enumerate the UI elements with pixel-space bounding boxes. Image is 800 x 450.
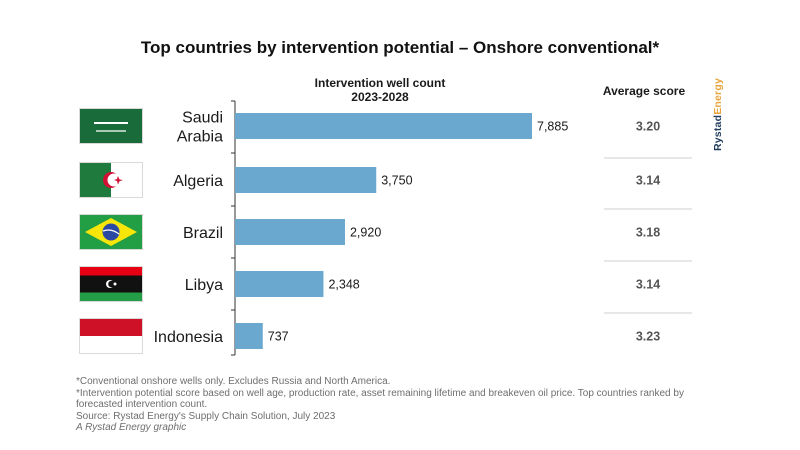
value-label-libya: 2,348: [328, 278, 359, 292]
chart-title: Top countries by intervention potential …: [140, 38, 660, 57]
libya-flag-star: [113, 282, 117, 286]
category-label-libya: Libya: [185, 277, 223, 294]
series-header-line1: Intervention well count: [314, 76, 446, 90]
indonesia-flag-white: [80, 336, 142, 353]
score-algeria: 3.14: [636, 174, 660, 188]
score-brazil: 3.18: [636, 226, 660, 240]
libya-flag-red: [80, 267, 142, 276]
libya-flag-green: [80, 292, 142, 301]
bar-indonesia: [235, 323, 263, 349]
source-note: Source: Rystad Energy's Supply Chain Sol…: [76, 410, 336, 422]
score-header: Average score: [602, 84, 686, 98]
algeria-flag-star: [114, 176, 123, 185]
footnote-2: *Intervention potential score based on w…: [76, 387, 684, 411]
score-saudi-arabia: 3.20: [636, 120, 660, 134]
bar-algeria: [235, 167, 377, 193]
category-label-saudi-arabia-line1: Saudi: [182, 110, 223, 127]
value-label-saudi-arabia: 7,885: [537, 120, 568, 134]
bar-saudi-arabia: [235, 113, 532, 139]
score-indonesia: 3.23: [636, 330, 660, 344]
brazil-flag-band: [102, 229, 120, 235]
category-label-brazil: Brazil: [183, 225, 223, 242]
value-label-algeria: 3,750: [381, 174, 412, 188]
bar-libya: [235, 271, 324, 297]
bar-brazil: [235, 219, 345, 245]
footnotes: *Conventional onshore wells only. Exclud…: [76, 376, 716, 434]
value-label-brazil: 2,920: [350, 226, 381, 240]
category-label-indonesia: Indonesia: [154, 329, 223, 346]
brazil-flag-globe: [102, 223, 120, 241]
graphic-credit: A Rystad Energy graphic: [76, 422, 187, 434]
series-header-line2: 2023-2028: [351, 90, 409, 104]
libya-flag-crescent-cut: [108, 280, 115, 288]
saudi-flag-field: [80, 109, 142, 143]
score-libya: 3.14: [636, 278, 660, 292]
series-header: Intervention well count 2023-2028: [300, 76, 460, 104]
value-label-indonesia: 737: [268, 330, 289, 344]
footnote-1: *Conventional onshore wells only. Exclud…: [76, 376, 391, 387]
category-label-algeria: Algeria: [173, 173, 223, 190]
category-label-saudi-arabia-line2: Arabia: [177, 129, 223, 146]
indonesia-flag-red: [80, 319, 142, 336]
